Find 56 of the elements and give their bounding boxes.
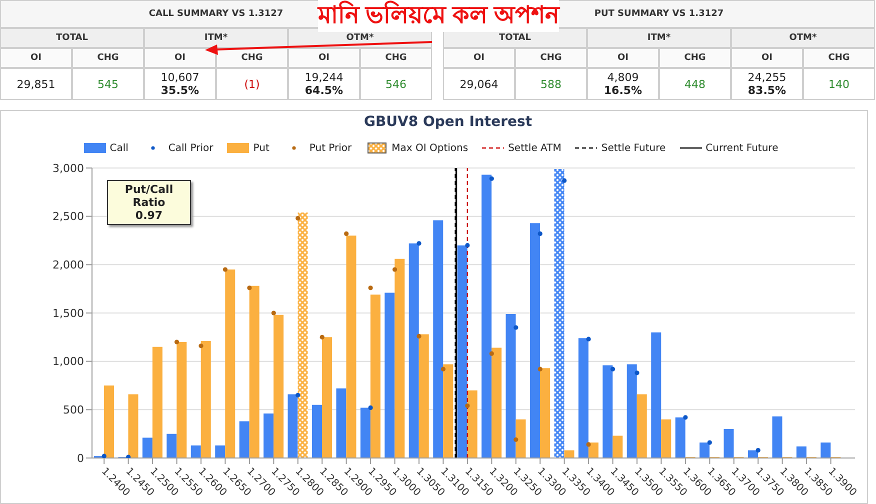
text: ITM* bbox=[587, 28, 731, 48]
legend-label: Put Prior bbox=[309, 142, 352, 154]
legend-label: Settle ATM bbox=[508, 142, 562, 154]
legend-label: Max OI Options bbox=[392, 142, 468, 154]
text: 448 bbox=[684, 78, 706, 90]
y-tick-label: 2,000 bbox=[52, 258, 84, 272]
chart-title: GBUV8 Open Interest bbox=[362, 114, 534, 130]
y-tick-label: 0 bbox=[77, 452, 84, 465]
text: OI bbox=[587, 48, 659, 68]
text: 35.5% bbox=[160, 84, 200, 97]
text: PUT SUMMARY VS 1.3127 bbox=[594, 9, 724, 19]
text: 16.5% bbox=[604, 84, 642, 97]
text: CHG bbox=[72, 48, 144, 68]
y-tick-label: 1,000 bbox=[52, 355, 84, 368]
text: 29,064 bbox=[460, 78, 498, 90]
text: 19,244 bbox=[304, 71, 344, 84]
text: CHG bbox=[803, 48, 875, 68]
text: OI bbox=[288, 48, 360, 68]
text: OI bbox=[144, 48, 216, 68]
text: 64.5% bbox=[304, 84, 344, 97]
note-box: Put/Call Ratio 0.97 bbox=[107, 180, 191, 225]
text: CHG bbox=[216, 48, 288, 68]
text: OTM* bbox=[731, 28, 875, 48]
text: CHG bbox=[360, 48, 432, 68]
text: 588 bbox=[540, 78, 562, 90]
text: (1) bbox=[244, 78, 260, 90]
text: CHG bbox=[659, 48, 731, 68]
text: TOTAL bbox=[443, 28, 587, 48]
text: 546 bbox=[386, 78, 406, 90]
legend-label: Call Prior bbox=[168, 142, 214, 154]
text: OI bbox=[731, 48, 803, 68]
text: ITM* bbox=[144, 28, 288, 48]
legend-label: Settle Future bbox=[601, 142, 666, 154]
y-tick-label: 500 bbox=[63, 404, 84, 417]
text: 10,607 bbox=[160, 71, 200, 84]
annotation: 0.97 bbox=[134, 209, 164, 222]
y-tick-label: 2,500 bbox=[52, 210, 84, 224]
text: 29,851 bbox=[16, 78, 56, 90]
text: 83.5% bbox=[748, 84, 786, 97]
text: 4,809 bbox=[607, 71, 639, 84]
text: 140 bbox=[828, 78, 850, 90]
text: CHG bbox=[515, 48, 587, 68]
text: CALL SUMMARY VS 1.3127 bbox=[148, 9, 284, 19]
text: OI bbox=[443, 48, 515, 68]
legend-label: Put bbox=[253, 142, 270, 154]
y-tick-label: 3,000 bbox=[52, 162, 84, 175]
text: 545 bbox=[98, 78, 118, 90]
text: OI bbox=[0, 48, 72, 68]
annotation: Put/Call Ratio bbox=[124, 183, 174, 209]
legend-label: Call bbox=[110, 142, 128, 154]
text: TOTAL bbox=[0, 28, 144, 48]
text: OTM* bbox=[288, 28, 432, 48]
y-tick-label: 1,500 bbox=[52, 306, 84, 320]
text: মানি ভলিয়মে কল অপশন bbox=[318, 0, 560, 32]
text: 24,255 bbox=[748, 71, 786, 84]
legend-label: Current Future bbox=[706, 142, 778, 154]
